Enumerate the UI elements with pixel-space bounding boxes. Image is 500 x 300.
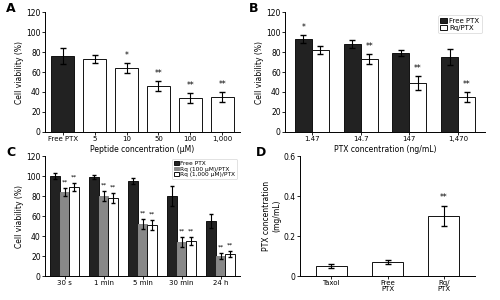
Bar (206, 221, 216, 276)
Legend: Free PTX, Rq/PTX: Free PTX, Rq/PTX (438, 16, 482, 33)
Bar (312, 50, 329, 132)
Bar (186, 241, 196, 276)
Text: **: ** (218, 245, 224, 250)
Text: D: D (256, 146, 266, 159)
Bar (98, 196, 108, 276)
Text: **: ** (100, 183, 106, 188)
Text: **: ** (154, 69, 162, 78)
Text: B: B (249, 2, 258, 15)
Y-axis label: Cell viability (%): Cell viability (%) (254, 40, 264, 103)
Bar (176, 242, 186, 276)
Bar (148, 225, 157, 276)
Bar (428, 216, 460, 276)
Text: *: * (124, 51, 128, 60)
X-axis label: PTX concentration (ng/mL): PTX concentration (ng/mL) (334, 145, 436, 154)
Bar (138, 224, 147, 276)
Text: C: C (6, 146, 15, 159)
Bar (70, 187, 79, 276)
Bar (84, 59, 106, 132)
Bar (441, 57, 458, 132)
Bar (226, 254, 235, 276)
Bar (128, 181, 138, 276)
Bar (89, 177, 99, 276)
Text: **: ** (71, 175, 78, 180)
Bar (344, 44, 360, 132)
Text: *: * (302, 23, 305, 32)
Bar (108, 198, 118, 276)
Bar (180, 98, 202, 132)
Bar (60, 192, 70, 276)
Bar (458, 97, 475, 132)
Text: **: ** (110, 185, 116, 190)
Y-axis label: Cell viability (%): Cell viability (%) (14, 184, 24, 248)
Bar (50, 176, 59, 276)
Bar (52, 56, 74, 132)
Bar (360, 59, 378, 132)
X-axis label: Peptide concentration (μM): Peptide concentration (μM) (90, 145, 194, 154)
Text: **: ** (62, 180, 68, 185)
Text: **: ** (440, 193, 448, 202)
Text: **: ** (463, 80, 470, 89)
Text: **: ** (140, 211, 145, 216)
Text: **: ** (218, 80, 226, 89)
Legend: Free PTX, Rq (100 μM)/PTX, Rq (1,000 μM)/PTX: Free PTX, Rq (100 μM)/PTX, Rq (1,000 μM)… (172, 159, 237, 179)
Text: **: ** (188, 229, 194, 234)
Text: **: ** (149, 212, 156, 217)
Text: **: ** (414, 64, 422, 73)
Bar (392, 53, 409, 132)
Bar (295, 39, 312, 132)
Bar (216, 256, 226, 276)
Bar (211, 97, 234, 132)
Bar (372, 262, 403, 276)
Text: **: ** (178, 229, 184, 234)
Bar (410, 83, 426, 132)
Y-axis label: Cell viability (%): Cell viability (%) (14, 40, 24, 103)
Bar (148, 86, 170, 132)
Y-axis label: PTX concentration
(mg/mL): PTX concentration (mg/mL) (262, 181, 281, 251)
Bar (167, 196, 176, 276)
Bar (116, 68, 138, 132)
Text: **: ** (366, 42, 373, 51)
Text: **: ** (227, 243, 234, 248)
Text: **: ** (186, 81, 194, 90)
Text: A: A (6, 2, 16, 15)
Bar (316, 266, 346, 276)
